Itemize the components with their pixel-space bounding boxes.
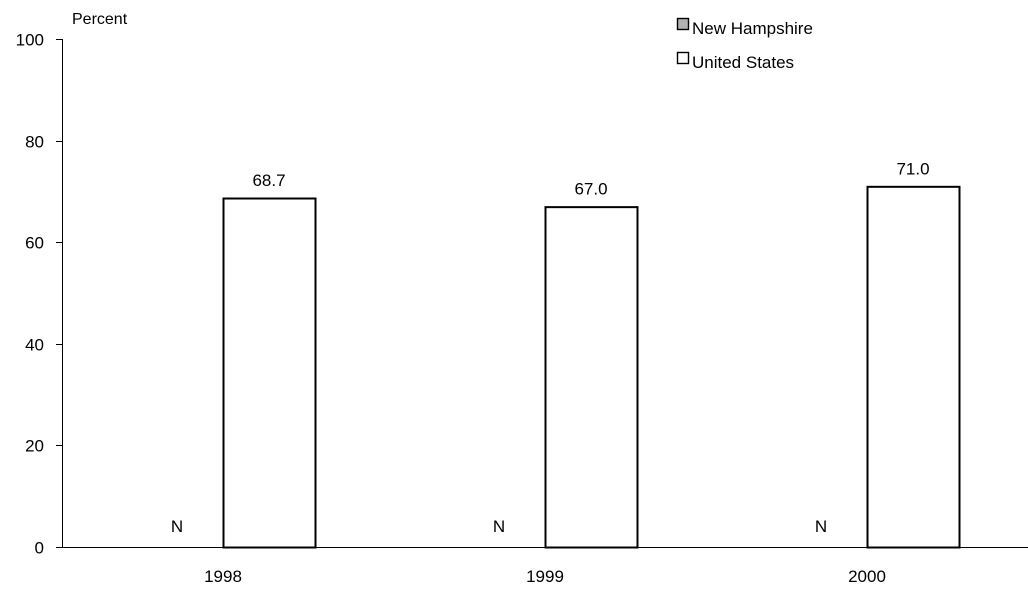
y-tick-label: 60: [25, 234, 44, 253]
bar-united-states: [544, 206, 639, 549]
legend-label: United States: [692, 53, 794, 72]
bars: N 68.7 N 67.0 N 71.0: [171, 159, 961, 549]
y-axis-ticks: 0 20 40 60 80 100: [16, 31, 62, 558]
x-tick-label: 1998: [204, 567, 242, 586]
bar-united-states: [866, 185, 961, 549]
legend: New Hampshire United States: [676, 17, 813, 72]
legend-swatch: [676, 17, 690, 31]
x-axis-ticks: 1998 1999 2000: [204, 567, 886, 586]
data-label: 68.7: [252, 171, 285, 190]
data-label-not-available: N: [493, 517, 505, 536]
y-tick-label: 80: [25, 133, 44, 152]
data-label-not-available: N: [815, 517, 827, 536]
data-label: 71.0: [896, 159, 929, 178]
y-tick-label: 20: [25, 437, 44, 456]
y-axis-label: Percent: [72, 11, 128, 28]
data-label-not-available: N: [171, 517, 183, 536]
legend-label: New Hampshire: [692, 19, 813, 38]
y-tick-label: 100: [16, 31, 44, 50]
y-tick-label: 0: [35, 539, 44, 558]
x-tick-label: 1999: [526, 567, 564, 586]
bar-united-states: [222, 197, 317, 549]
x-tick-label: 2000: [848, 567, 886, 586]
y-tick-label: 40: [25, 336, 44, 355]
legend-swatch: [676, 51, 690, 65]
data-label: 67.0: [574, 180, 607, 199]
